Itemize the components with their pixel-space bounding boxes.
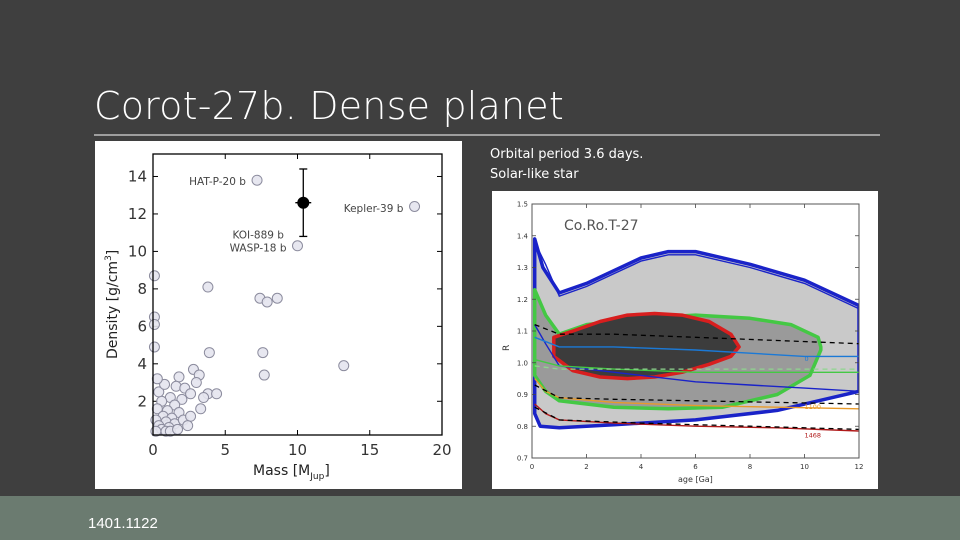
x-tick-label: 0 bbox=[148, 441, 158, 459]
data-point bbox=[190, 377, 202, 389]
x-tick-label: 10 bbox=[800, 463, 809, 471]
y-axis-label: Density [g/cm3] bbox=[104, 250, 121, 359]
data-point bbox=[251, 174, 263, 186]
x-tick-label: 5 bbox=[220, 441, 230, 459]
radius-age-plot-panel: 0 1100 1468 0 2 4 6 8 10 12 0.7 0.8 0.9 1.0 1.1 1.2 1.3… bbox=[492, 191, 878, 489]
y-tick-label: 1.4 bbox=[517, 232, 529, 240]
x-tick-label: 20 bbox=[432, 441, 451, 459]
data-point bbox=[195, 403, 207, 415]
x-tick-label: 15 bbox=[360, 441, 379, 459]
isochrone-line bbox=[534, 323, 859, 345]
data-point bbox=[258, 369, 270, 381]
y-tick-label: 0.9 bbox=[517, 391, 528, 399]
slide-caption: Orbital period 3.6 days. Solar-like star bbox=[490, 145, 643, 185]
data-point bbox=[257, 347, 269, 359]
y-tick-label: 8 bbox=[137, 280, 147, 298]
footer-reference: 1401.1122 bbox=[88, 515, 158, 532]
data-point bbox=[211, 388, 223, 400]
slide-title: Corot-27b. Dense planet bbox=[94, 84, 564, 128]
isochrone-line bbox=[534, 406, 859, 431]
caption-line-1: Orbital period 3.6 days. bbox=[490, 147, 644, 162]
x-tick-label: 0 bbox=[530, 463, 534, 471]
planet-label: KOI-889 b bbox=[232, 229, 284, 241]
data-point bbox=[151, 373, 163, 385]
isochrone-line bbox=[534, 324, 859, 392]
x-tick-label: 4 bbox=[639, 463, 644, 471]
y-tick-label: 1.2 bbox=[517, 296, 528, 304]
data-point bbox=[148, 318, 160, 330]
isochrone-line bbox=[534, 241, 859, 310]
density-mass-plot-panel: 0 5 10 15 20 2 4 6 8 10 12 14 HAT-P-20 b Kepler-39 b K… bbox=[95, 141, 462, 489]
data-point bbox=[185, 388, 197, 400]
data-point bbox=[159, 378, 171, 390]
line-label: 0 bbox=[805, 355, 809, 363]
y-tick-label: 1.3 bbox=[517, 264, 528, 272]
x-axis-label: age [Ga] bbox=[678, 475, 713, 484]
data-point bbox=[261, 296, 273, 308]
corot-27b-point bbox=[297, 196, 310, 209]
y-tick-label: 10 bbox=[128, 242, 147, 260]
line-label: 1100 bbox=[805, 403, 822, 411]
line-label: 1468 bbox=[805, 431, 822, 439]
data-point bbox=[176, 393, 188, 405]
y-tick-label: 14 bbox=[128, 167, 147, 185]
data-point bbox=[185, 410, 197, 422]
data-point bbox=[202, 281, 214, 293]
y-tick-label: 1.1 bbox=[517, 328, 528, 336]
y-tick-label: 1.5 bbox=[517, 201, 528, 209]
y-tick-label: 0.7 bbox=[517, 455, 528, 463]
data-point bbox=[271, 292, 283, 304]
data-point bbox=[203, 347, 215, 359]
caption-line-2: Solar-like star bbox=[490, 167, 579, 182]
y-axis-label: R bbox=[502, 345, 512, 351]
data-point bbox=[172, 423, 184, 435]
y-tick-label: 0.8 bbox=[517, 423, 528, 431]
isochrone-line bbox=[534, 358, 859, 373]
planet-label: WASP-18 b bbox=[230, 242, 287, 254]
planet-label: Kepler-39 b bbox=[344, 203, 404, 215]
x-tick-label: 6 bbox=[693, 463, 698, 471]
planet-label: HAT-P-20 b bbox=[189, 176, 246, 188]
data-point bbox=[409, 200, 421, 212]
y-tick-label: 2 bbox=[137, 392, 147, 410]
y-tick-label: 12 bbox=[128, 205, 147, 223]
x-tick-label: 2 bbox=[584, 463, 588, 471]
data-point bbox=[338, 360, 350, 372]
y-tick-label: 1.0 bbox=[517, 359, 528, 367]
plot-frame bbox=[531, 203, 860, 459]
y-tick-label: 4 bbox=[137, 355, 147, 373]
plot-frame bbox=[152, 153, 443, 436]
x-tick-label: 8 bbox=[748, 463, 752, 471]
isochrone-line bbox=[534, 336, 859, 358]
data-point bbox=[182, 420, 194, 432]
y-tick-label: 6 bbox=[137, 317, 147, 335]
data-point bbox=[292, 240, 303, 252]
radius-age-plot: 0 1100 1468 0 2 4 6 8 10 12 0.7 0.8 0.9 1.0 1.1 1.2 1.3… bbox=[502, 201, 864, 485]
data-point bbox=[173, 371, 185, 383]
footer-bar bbox=[0, 496, 960, 540]
data-point bbox=[198, 392, 210, 404]
isochrone-line bbox=[534, 403, 859, 432]
title-divider bbox=[94, 134, 880, 136]
data-point bbox=[148, 270, 160, 282]
density-mass-plot: 0 5 10 15 20 2 4 6 8 10 12 14 HAT-P-20 b Kepler-39 b K… bbox=[104, 153, 452, 482]
plot-title: Co.Ro.T-27 bbox=[564, 218, 639, 234]
data-point bbox=[153, 386, 165, 398]
x-tick-label: 10 bbox=[288, 441, 307, 459]
data-point bbox=[148, 341, 160, 353]
x-tick-label: 12 bbox=[855, 463, 864, 471]
x-axis-label: Mass [MJup] bbox=[253, 463, 330, 482]
